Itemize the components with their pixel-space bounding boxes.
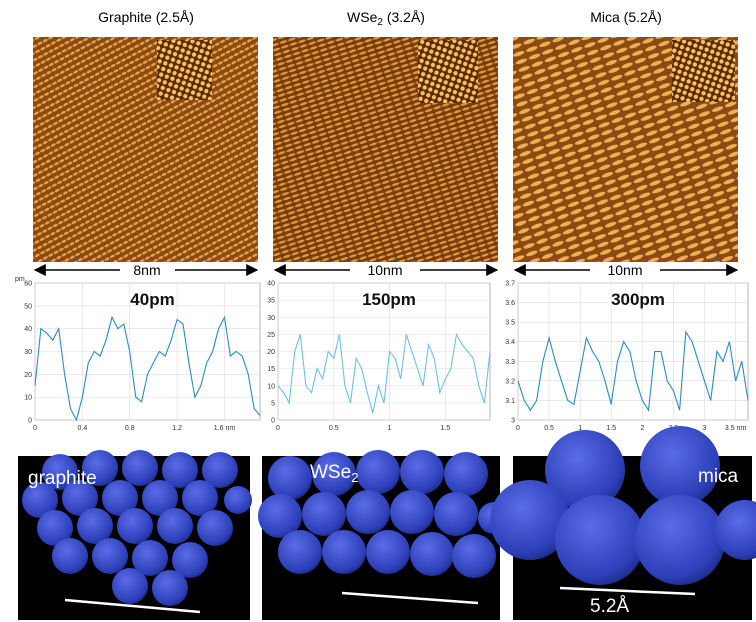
inset	[157, 40, 212, 100]
y-tick-label: 25	[267, 332, 275, 339]
y-tick-label: 3.2	[505, 378, 515, 385]
label-text: WSe	[310, 462, 351, 483]
x-tick-label: 0	[276, 425, 280, 432]
x-tick-label: 0.4	[78, 425, 88, 432]
model-note: 5.2Å	[590, 596, 629, 617]
scale-label: 10nm	[367, 262, 402, 278]
x-tick-label: 2	[640, 425, 644, 432]
inset	[418, 40, 478, 103]
x-tick-label: 1.2	[172, 425, 182, 432]
y-tick-label: 5	[271, 400, 275, 407]
panel-title: WSe2 (3.2Å)	[347, 9, 425, 28]
title-text: (3.2Å)	[383, 9, 425, 25]
figure: Graphite (2.5Å) WSe2 (3.2Å) Mica (5.2Å) …	[0, 0, 756, 622]
annotation: 300pm	[611, 290, 665, 309]
y-tick-label: 3.7	[505, 281, 515, 288]
y-tick-label: 0	[28, 418, 32, 425]
x-tick-label: 0.5	[329, 425, 339, 432]
model-mica: mica 5.2Å	[490, 426, 756, 620]
y-tick-label: 40	[24, 326, 32, 333]
y-tick-label: 50	[24, 303, 32, 310]
y-tick-label: 15	[267, 366, 275, 373]
x-tick-label: 0.5	[544, 425, 554, 432]
y-tick-label: 40	[267, 281, 275, 288]
x-tick-label: 1.5	[441, 425, 451, 432]
y-tick-label: 3.3	[505, 359, 515, 366]
y-tick-label: 3.1	[505, 398, 515, 405]
x-tick-label: 0	[516, 425, 520, 432]
y-tick-label: 0	[271, 418, 275, 425]
inset	[672, 40, 735, 102]
label-sub: 2	[351, 470, 358, 485]
x-tick-label: 3	[703, 425, 707, 432]
annotation: 40pm	[130, 290, 174, 309]
annotation: 150pm	[362, 290, 416, 309]
model-label: graphite	[28, 468, 97, 489]
y-axis-label: pm	[15, 276, 25, 283]
x-tick-label: 0.8	[125, 425, 135, 432]
y-tick-label: 20	[24, 372, 32, 379]
y-tick-label: 10	[24, 395, 32, 402]
model-label: mica	[698, 466, 739, 487]
y-tick-label: 3.6	[505, 300, 515, 307]
x-tick-label: 3.5 nm	[725, 425, 747, 432]
afm-image	[33, 37, 258, 262]
y-tick-label: 60	[24, 281, 32, 288]
panel-title: Mica (5.2Å)	[590, 9, 662, 25]
model-graphite: graphite	[18, 450, 252, 620]
model-wse2: WSe2	[258, 450, 510, 620]
title-text: WSe	[347, 9, 378, 25]
y-tick-label: 20	[267, 349, 275, 356]
y-tick-label: 3.4	[505, 339, 515, 346]
y-tick-label: 3	[511, 418, 515, 425]
x-tick-label: 0	[33, 425, 37, 432]
x-tick-label: 1	[388, 425, 392, 432]
x-tick-label: 1.6 nm	[214, 425, 236, 432]
scale-label: 8nm	[133, 262, 160, 278]
x-tick-label: 1.5	[606, 425, 616, 432]
y-tick-label: 3.5	[505, 320, 515, 327]
y-tick-label: 30	[24, 349, 32, 356]
y-tick-label: 30	[267, 315, 275, 322]
model-label: WSe2	[310, 462, 358, 485]
scale-label: 10nm	[607, 262, 642, 278]
y-tick-label: 35	[267, 298, 275, 305]
panel-title: Graphite (2.5Å)	[98, 9, 194, 25]
y-tick-label: 10	[267, 383, 275, 390]
